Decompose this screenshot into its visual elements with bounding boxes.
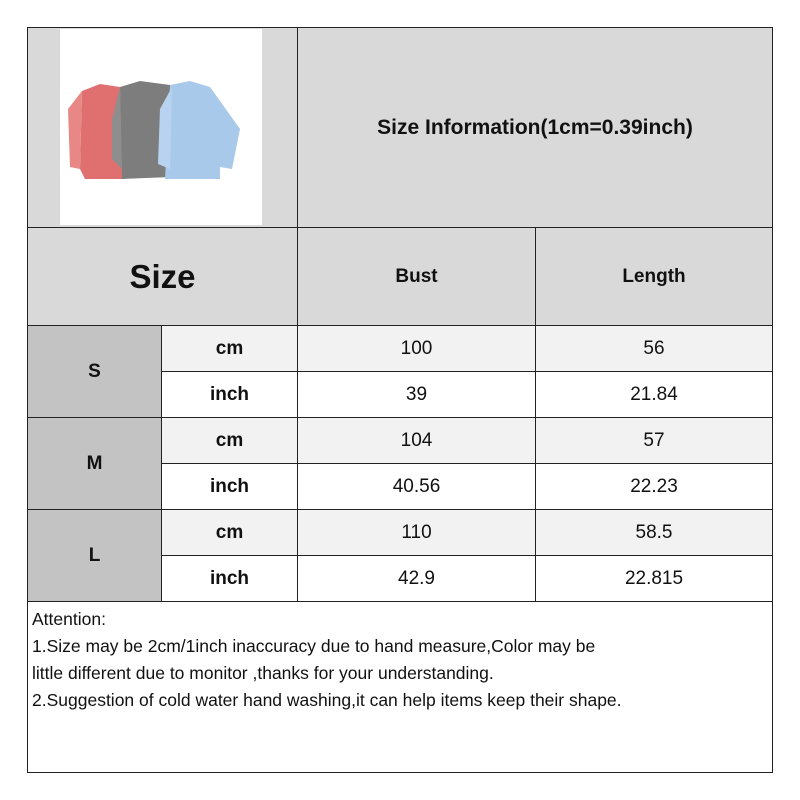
attention-line-2: little different due to monitor ,thanks … bbox=[32, 663, 494, 683]
unit-label: cm bbox=[161, 417, 298, 464]
bust-value: 42.9 bbox=[297, 555, 536, 602]
unit-label: inch bbox=[161, 555, 298, 602]
product-image bbox=[60, 29, 262, 225]
size-label: M bbox=[27, 417, 162, 510]
length-value: 21.84 bbox=[535, 371, 773, 418]
size-info-title: Size Information(1cm=0.39inch) bbox=[297, 27, 773, 228]
unit-label: inch bbox=[161, 463, 298, 510]
unit-label: inch bbox=[161, 371, 298, 418]
length-header: Length bbox=[535, 227, 773, 326]
size-label: S bbox=[27, 325, 162, 418]
unit-label: cm bbox=[161, 509, 298, 556]
size-header: Size bbox=[27, 227, 298, 326]
bust-value: 110 bbox=[297, 509, 536, 556]
attention-notes: Attention: 1.Size may be 2cm/1inch inacc… bbox=[27, 601, 773, 773]
size-label: L bbox=[27, 509, 162, 602]
attention-line-3: 2.Suggestion of cold water hand washing,… bbox=[32, 690, 622, 710]
length-value: 57 bbox=[535, 417, 773, 464]
length-value: 22.815 bbox=[535, 555, 773, 602]
unit-label: cm bbox=[161, 325, 298, 372]
attention-line-1: 1.Size may be 2cm/1inch inaccuracy due t… bbox=[32, 636, 596, 656]
bust-value: 39 bbox=[297, 371, 536, 418]
bust-header: Bust bbox=[297, 227, 536, 326]
length-value: 22.23 bbox=[535, 463, 773, 510]
attention-heading: Attention: bbox=[32, 609, 106, 629]
length-value: 56 bbox=[535, 325, 773, 372]
length-value: 58.5 bbox=[535, 509, 773, 556]
bust-value: 40.56 bbox=[297, 463, 536, 510]
bust-value: 100 bbox=[297, 325, 536, 372]
bust-value: 104 bbox=[297, 417, 536, 464]
